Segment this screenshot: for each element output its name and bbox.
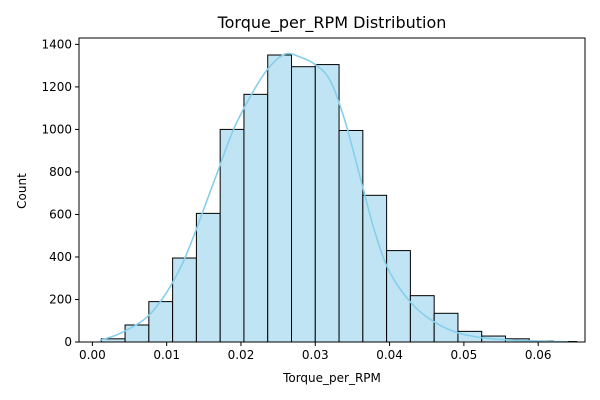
x-tick-label: 0.03: [302, 348, 329, 362]
histogram-bar: [219, 128, 245, 343]
y-tick-label: 600: [49, 207, 72, 221]
y-tick-label: 400: [49, 250, 72, 264]
x-axis-label: Torque_per_RPM: [282, 371, 381, 385]
y-tick-label: 200: [49, 292, 72, 306]
histogram-bar: [195, 212, 221, 343]
histogram-bar: [338, 129, 364, 343]
histogram-bar: [148, 301, 174, 343]
histogram-bar: [291, 66, 316, 343]
x-tick-label: 0.05: [451, 348, 478, 362]
y-tick-label: 800: [49, 165, 72, 179]
x-tick-label: 0.04: [376, 348, 403, 362]
histogram-bar: [386, 250, 411, 343]
histogram-bar: [243, 93, 269, 343]
kde-curve: [99, 52, 568, 343]
x-tick-label: 0.01: [153, 348, 180, 362]
y-axis-label: Count: [15, 173, 29, 209]
histogram-bar: [172, 257, 197, 343]
y-tick-label: 0: [64, 335, 72, 349]
chart-title: Torque_per_RPM Distribution: [217, 13, 447, 33]
x-tick-label: 0.02: [228, 348, 255, 362]
histogram-bar: [124, 324, 150, 343]
y-tick-label: 1000: [41, 122, 72, 136]
y-tick-label: 1200: [41, 80, 72, 94]
x-tick-label: 0.00: [79, 348, 106, 362]
histogram-bar: [362, 194, 388, 343]
axes-frame: [78, 37, 586, 343]
histogram-bar: [314, 64, 340, 343]
plot-area: 0.00 0.01 0.02 0.03 0.04 0.05 0.06 0 200 400 600 80…: [41, 37, 586, 362]
x-tick-label: 0.06: [525, 348, 552, 362]
histogram-bar: [267, 54, 293, 343]
y-tick-label: 1400: [41, 37, 72, 51]
